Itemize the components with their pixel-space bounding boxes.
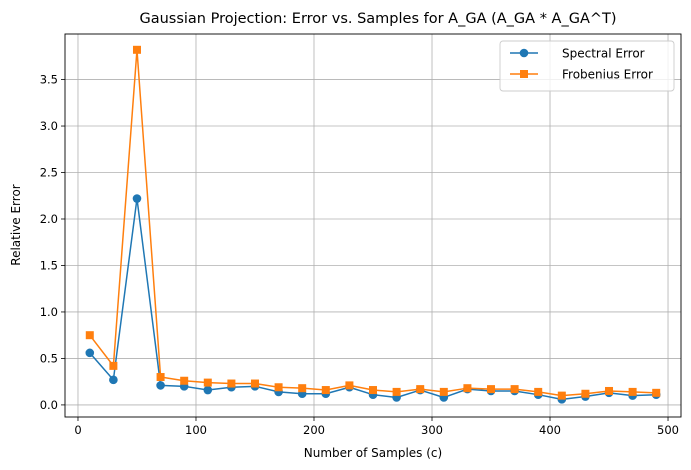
- spectral-error-point: [132, 194, 142, 203]
- spectral-error-point: [203, 385, 213, 395]
- series-layer: [85, 45, 661, 404]
- legend-spectral-marker: [519, 48, 529, 58]
- legend-frobenius-marker: [520, 70, 528, 78]
- frobenius-error-point: [463, 384, 472, 393]
- frobenius-error-point: [321, 386, 330, 395]
- y-tick-label: 3.0: [40, 119, 58, 133]
- spectral-error-point: [156, 381, 165, 390]
- frobenius-error-point: [439, 387, 448, 396]
- spectral-error-point: [85, 348, 95, 358]
- legend-frame: [499, 40, 675, 92]
- x-tick-label: 0: [74, 423, 81, 437]
- frobenius-error-point: [652, 388, 661, 397]
- x-axis-label: Number of Samples (c): [304, 446, 442, 460]
- chart-title: Gaussian Projection: Error vs. Samples f…: [139, 11, 616, 27]
- frobenius-error-point: [250, 379, 259, 388]
- frobenius-error-line: [89, 49, 657, 397]
- frobenius-error-point: [369, 386, 377, 395]
- frobenius-error-point: [132, 45, 141, 54]
- frobenius-error-point: [534, 387, 543, 396]
- legend-frobenius-label: Frobenius Error: [562, 68, 653, 82]
- frobenius-error-point: [156, 373, 165, 382]
- x-tick-label: 100: [185, 423, 207, 437]
- frobenius-error-point: [557, 391, 566, 400]
- frobenius-error-point: [581, 389, 590, 398]
- frobenius-error-point: [605, 386, 614, 395]
- x-tick-label: 500: [657, 423, 679, 437]
- legend: Spectral Error Frobenius Error: [499, 40, 675, 92]
- frobenius-error-point: [416, 385, 425, 394]
- frobenius-error-point: [392, 387, 401, 396]
- spectral-error-series: [85, 194, 661, 404]
- y-axis-ticks: 0.0 0.5 1.0 1.5 2.0 2.5 3.0 3.5: [40, 73, 65, 412]
- y-tick-label: 2.5: [40, 166, 58, 180]
- frobenius-error-point: [345, 381, 354, 390]
- x-tick-label: 200: [303, 423, 325, 437]
- frobenius-error-point: [227, 379, 236, 388]
- frobenius-error-point: [510, 385, 519, 394]
- y-axis-label: Relative Error: [9, 184, 23, 266]
- y-tick-label: 2.0: [40, 212, 58, 226]
- spectral-error-point: [109, 375, 118, 385]
- y-tick-label: 1.5: [40, 258, 58, 272]
- y-tick-label: 0.5: [40, 351, 58, 365]
- plot-frame: [64, 33, 682, 418]
- frobenius-error-point: [274, 383, 283, 392]
- frobenius-error-point: [487, 385, 496, 394]
- x-tick-label: 300: [421, 423, 443, 437]
- y-tick-label: 1.0: [40, 305, 58, 319]
- frobenius-error-point: [298, 384, 307, 393]
- spectral-error-line: [89, 197, 657, 401]
- frobenius-error-point: [109, 361, 118, 370]
- y-tick-label: 0.0: [40, 398, 58, 412]
- x-tick-label: 400: [539, 423, 561, 437]
- frobenius-error-point: [180, 376, 189, 385]
- y-tick-label: 3.5: [40, 73, 58, 87]
- frobenius-error-point: [203, 378, 212, 387]
- x-axis-ticks: 0 100 200 300 400 500: [74, 417, 679, 437]
- frobenius-error-series: [85, 45, 661, 400]
- legend-spectral-label: Spectral Error: [562, 47, 645, 61]
- frobenius-error-point: [628, 387, 637, 396]
- frobenius-error-point: [85, 331, 94, 340]
